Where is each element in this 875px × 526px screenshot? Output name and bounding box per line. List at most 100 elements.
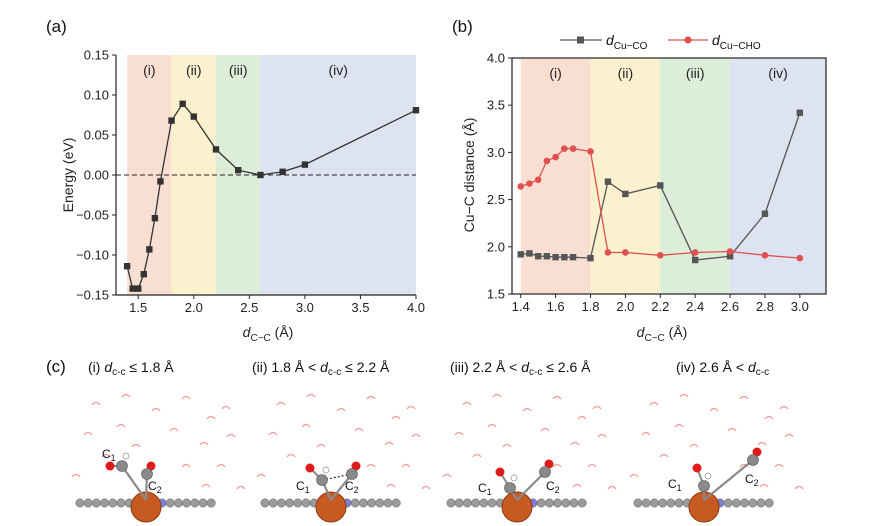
- cu-co-point: [543, 253, 551, 260]
- oxygen-atom: [752, 447, 762, 457]
- water-molecule: [784, 433, 794, 438]
- bond: [703, 459, 754, 501]
- y-tick-label: 0.15: [84, 48, 109, 63]
- water-molecule: [256, 473, 266, 478]
- graphene-atom: [641, 498, 651, 508]
- water-molecule: [406, 405, 416, 410]
- atom-label-c1: C1: [668, 477, 682, 493]
- water-molecule: [759, 483, 769, 488]
- water-molecule: [226, 433, 236, 438]
- y-tick-label: 0.05: [84, 128, 109, 143]
- graphene-atom: [173, 498, 183, 508]
- water-molecule: [421, 485, 431, 490]
- energy-point: [157, 178, 164, 185]
- energy-point: [412, 107, 420, 114]
- y-tick-label: 1.5: [487, 287, 505, 302]
- region-label-3: (iii): [686, 65, 705, 81]
- region-label-3: (iii): [229, 62, 248, 78]
- region-label-2: (ii): [186, 62, 202, 78]
- water-molecule: [552, 395, 562, 400]
- water-molecule: [169, 427, 179, 432]
- energy-point: [146, 246, 153, 253]
- legend-cu-co-marker: [577, 36, 584, 44]
- oxygen-atom: [351, 461, 361, 471]
- region-label-4: (iv): [329, 62, 348, 78]
- graphene-atom: [91, 498, 101, 508]
- water-molecule: [552, 463, 562, 468]
- panel-label-c: (c): [46, 357, 66, 376]
- water-molecule: [216, 463, 226, 468]
- graphene-atom: [116, 498, 126, 508]
- graphene-atom: [260, 498, 270, 508]
- panel-label-a: (a): [46, 17, 67, 36]
- graphene-atom: [740, 498, 750, 508]
- water-molecule: [116, 423, 126, 428]
- water-molecule: [199, 441, 209, 446]
- graphene-atom: [446, 498, 456, 508]
- cu-co-point: [517, 251, 524, 258]
- hydrogen-atom: [510, 474, 518, 482]
- legend-cu-co-label: dCu−CO: [606, 32, 648, 52]
- y-tick-label: 4.0: [487, 51, 505, 66]
- structure-1: C1 C2: [71, 393, 246, 523]
- cu-cho-point: [761, 251, 769, 259]
- graphene-atom: [723, 498, 733, 508]
- x-tick-label: 2.2: [651, 299, 669, 314]
- energy-point: [129, 285, 136, 292]
- energy-line: [126, 102, 417, 290]
- graphene-atom: [764, 498, 774, 508]
- x-tick-label: 2.6: [721, 299, 739, 314]
- water-molecule: [286, 453, 296, 458]
- water-molecule: [597, 433, 607, 438]
- water-molecule: [386, 483, 396, 488]
- water-molecule: [462, 401, 472, 406]
- water-molecule: [83, 431, 93, 436]
- bond: [121, 465, 147, 501]
- water-molecule: [659, 453, 669, 458]
- graphene-atom: [100, 498, 110, 508]
- graphene-atom: [190, 498, 200, 508]
- water-molecule: [221, 405, 231, 410]
- carbon-atom: [747, 454, 759, 466]
- graphene-atom: [649, 498, 659, 508]
- x-tick-label: 2.0: [616, 299, 634, 314]
- water-molecule: [629, 473, 639, 478]
- cu-cho-point: [517, 183, 525, 190]
- condition-label-iv: (iv) 2.6 Å < dc-c: [676, 359, 769, 378]
- region-label-1: (i): [549, 65, 561, 81]
- y-tick-label: −0.05: [76, 208, 109, 223]
- graphene-atom: [268, 498, 278, 508]
- atom-label-c1: C1: [478, 481, 492, 497]
- atom-label-c1: C1: [102, 447, 116, 463]
- region-band-2: [171, 55, 216, 295]
- water-molecule: [268, 431, 278, 436]
- energy-chart: (i) (ii) (iii) (iv) 1.5 2.0 2.5 3.0 3.5 4.0 0.15 0…: [60, 48, 425, 345]
- water-molecule: [121, 393, 131, 398]
- x-tick-label: 2.0: [185, 300, 203, 315]
- water-molecule: [316, 443, 326, 448]
- graphene-atom: [544, 498, 554, 508]
- water-molecule: [151, 407, 161, 412]
- energy-point: [135, 285, 142, 292]
- graphene-atom: [182, 498, 192, 508]
- graphene-atom: [206, 498, 216, 508]
- cu-cho-point: [796, 254, 804, 262]
- graphene-atom: [391, 498, 401, 508]
- water-molecule: [354, 427, 364, 432]
- graphene-atom: [561, 498, 571, 508]
- atom-label-c2: C2: [345, 479, 359, 495]
- x-tick-label: 3.0: [296, 300, 314, 315]
- distance-x-axis-label: dC−C (Å): [637, 324, 688, 344]
- water-molecule: [454, 431, 464, 436]
- region-band-2: [590, 58, 661, 294]
- water-molecule: [306, 393, 316, 398]
- cu-co-point: [657, 182, 664, 189]
- water-molecule: [794, 485, 804, 490]
- water-molecule: [522, 407, 532, 412]
- graphene-atom: [367, 498, 377, 508]
- water-molecule: [487, 423, 497, 428]
- water-molecule: [181, 463, 191, 468]
- legend-cu-cho-label: dCu−CHO: [712, 32, 761, 52]
- graphene-atom: [108, 498, 118, 508]
